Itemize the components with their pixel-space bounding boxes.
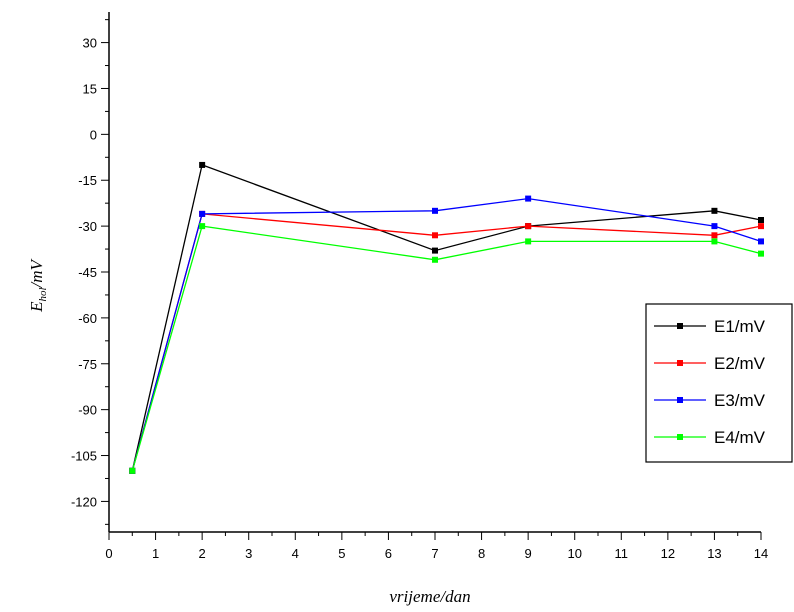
x-tick-label: 13 xyxy=(707,546,721,561)
legend-label: E4/mV xyxy=(714,428,766,447)
y-tick-label: 0 xyxy=(90,127,97,142)
svg-text:Ehol/mV: Ehol/mV xyxy=(27,257,49,312)
y-axis: 30 15 0 -15 -30 -45 -60 -75 -90 -105 -120 xyxy=(71,12,109,532)
x-tick-label: 6 xyxy=(385,546,392,561)
data-point xyxy=(525,238,531,244)
legend: E1/mV E2/mV E3/mV E4/mV xyxy=(646,304,792,462)
y-tick-label: -45 xyxy=(78,265,97,280)
data-point xyxy=(758,217,764,223)
x-tick-label: 0 xyxy=(105,546,112,561)
y-tick-label: -60 xyxy=(78,311,97,326)
x-tick-label: 7 xyxy=(431,546,438,561)
y-axis-title-sub: hol xyxy=(37,287,49,301)
y-tick-label: 30 xyxy=(83,36,97,51)
data-point xyxy=(711,232,717,238)
data-point xyxy=(432,257,438,263)
y-axis-title-main: E xyxy=(27,301,46,313)
legend-swatch-marker xyxy=(677,323,683,329)
legend-swatch-marker xyxy=(677,434,683,440)
data-point xyxy=(432,232,438,238)
x-axis: 0 1 2 3 4 5 6 7 8 9 10 11 12 13 14 xyxy=(105,532,768,561)
legend-swatch-marker xyxy=(677,360,683,366)
x-tick-label: 1 xyxy=(152,546,159,561)
data-point xyxy=(711,223,717,229)
data-point xyxy=(711,208,717,214)
x-tick-label: 8 xyxy=(478,546,485,561)
y-tick-label: -75 xyxy=(78,357,97,372)
y-tick-label: -90 xyxy=(78,403,97,418)
x-tick-label: 11 xyxy=(615,546,629,561)
data-point xyxy=(199,211,205,217)
x-tick-label: 10 xyxy=(567,546,581,561)
data-point xyxy=(129,468,135,474)
data-point xyxy=(199,223,205,229)
y-tick-label: -30 xyxy=(78,219,97,234)
legend-label: E2/mV xyxy=(714,354,766,373)
y-tick-label: -120 xyxy=(71,494,97,509)
x-tick-label: 5 xyxy=(338,546,345,561)
legend-swatch-marker xyxy=(677,397,683,403)
y-axis-title-unit: /mV xyxy=(27,257,46,288)
y-tick-label: 15 xyxy=(83,81,97,96)
data-point xyxy=(758,251,764,257)
data-point xyxy=(758,238,764,244)
y-tick-label: -105 xyxy=(71,449,97,464)
y-tick-label: -15 xyxy=(78,173,97,188)
y-axis-title: Ehol/mV xyxy=(27,257,49,312)
data-point xyxy=(432,248,438,254)
data-point xyxy=(525,223,531,229)
x-tick-label: 14 xyxy=(754,546,768,561)
x-axis-title: vrijeme/dan xyxy=(389,587,470,606)
data-point xyxy=(711,238,717,244)
data-point xyxy=(525,196,531,202)
data-point xyxy=(758,223,764,229)
x-tick-label: 9 xyxy=(525,546,532,561)
x-tick-label: 2 xyxy=(199,546,206,561)
legend-label: E3/mV xyxy=(714,391,766,410)
legend-label: E1/mV xyxy=(714,317,766,336)
x-tick-label: 4 xyxy=(292,546,299,561)
x-tick-label: 12 xyxy=(661,546,675,561)
x-tick-label: 3 xyxy=(245,546,252,561)
data-point xyxy=(199,162,205,168)
data-point xyxy=(432,208,438,214)
